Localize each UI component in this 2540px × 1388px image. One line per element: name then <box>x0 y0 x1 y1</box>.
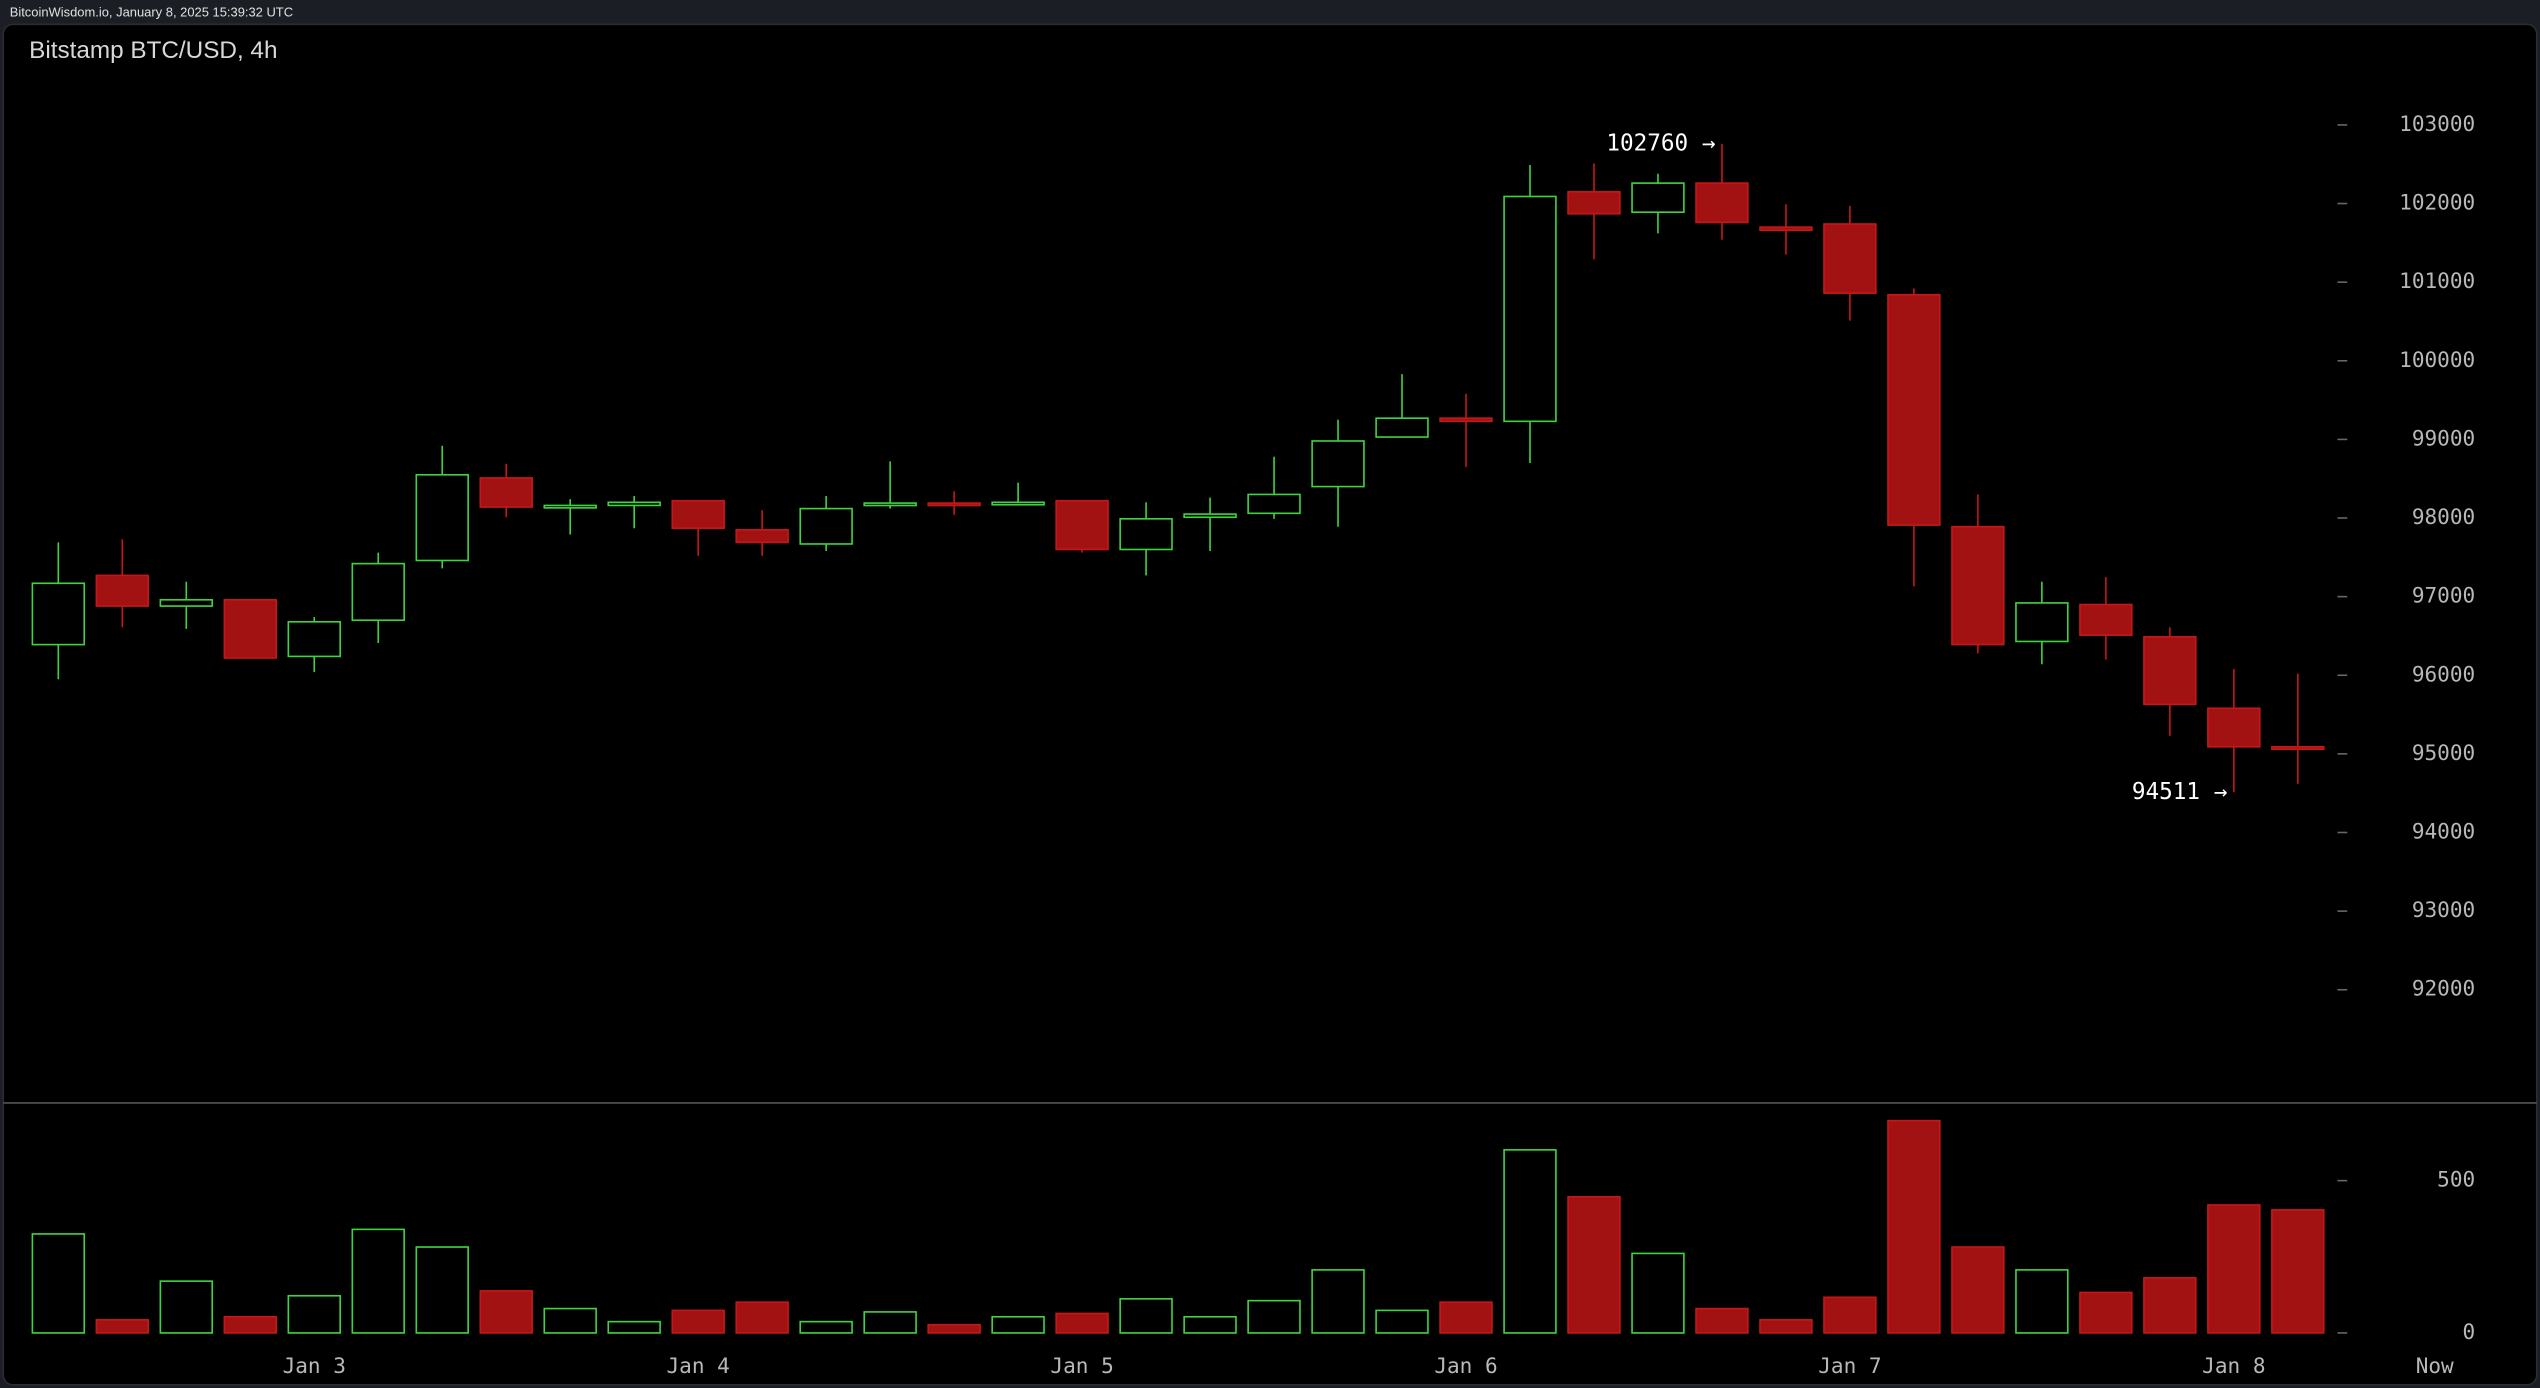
volume-bar <box>1567 1195 1621 1334</box>
y-tick-label: 92000 <box>2412 976 2475 1001</box>
annotation: 94511 → <box>2132 779 2227 805</box>
y-tick-label: 95000 <box>2412 740 2475 765</box>
chart-title: Bitstamp BTC/USD, 4h <box>29 37 277 64</box>
x-end-label: Now <box>2416 1353 2454 1378</box>
candle-body <box>31 582 86 646</box>
volume-bar <box>1311 1269 1365 1334</box>
x-tick-label: Jan 8 <box>2202 1353 2265 1378</box>
candle-body <box>2207 707 2261 748</box>
volume-bar <box>223 1315 278 1334</box>
volume-bar <box>287 1294 341 1334</box>
volume-bar <box>1375 1309 1429 1334</box>
volume-bar <box>1951 1246 2005 1334</box>
candle-body <box>2079 603 2133 636</box>
y-tick-label: 97000 <box>2412 583 2475 608</box>
x-tick-label: Jan 5 <box>1050 1353 1113 1378</box>
candle-body <box>159 598 214 607</box>
candle-body <box>351 562 405 622</box>
volume-bar <box>1759 1319 1813 1334</box>
x-tick-label: Jan 4 <box>666 1353 729 1378</box>
volume-bar <box>159 1280 214 1334</box>
candle-body <box>2271 745 2325 751</box>
x-tick-label: Jan 6 <box>1434 1353 1497 1378</box>
volume-bar <box>1503 1149 1557 1334</box>
y-tick-label: 102000 <box>2399 190 2475 215</box>
candle-body <box>1503 195 1557 423</box>
candle-body <box>991 501 1045 506</box>
candle-body <box>607 501 661 507</box>
candle-body <box>863 502 917 507</box>
volume-bar <box>543 1307 597 1334</box>
candle-body <box>287 620 341 658</box>
y-tick-label: 93000 <box>2412 897 2475 922</box>
volume-bar <box>607 1320 661 1334</box>
volume-bar <box>1247 1299 1301 1334</box>
volume-bar <box>351 1228 405 1334</box>
volume-bar <box>1823 1296 1877 1334</box>
candle-body <box>1951 525 2005 646</box>
y-tick-label: 100000 <box>2399 347 2475 372</box>
volume-bar <box>31 1233 86 1334</box>
candle-body <box>2143 635 2197 706</box>
volume-bar <box>863 1311 917 1334</box>
y-tick-label: 101000 <box>2399 268 2475 293</box>
candle-body <box>1631 182 1685 214</box>
candle-body <box>1375 417 1429 438</box>
candle-body <box>1823 223 1877 294</box>
candle-body <box>1695 182 1749 224</box>
volume-bar <box>1055 1312 1109 1334</box>
candle-body <box>1759 226 1813 232</box>
candle-body <box>1439 417 1493 423</box>
y-tick-label: 94000 <box>2412 819 2475 844</box>
candle-body <box>1311 440 1365 488</box>
candle-body <box>1183 513 1237 519</box>
candle-body <box>543 504 597 509</box>
volume-bar <box>415 1246 469 1334</box>
candle-body <box>735 529 789 544</box>
volume-bar <box>1695 1307 1749 1334</box>
volume-bar <box>735 1301 789 1334</box>
volume-bar <box>1631 1252 1685 1334</box>
volume-bar <box>95 1319 150 1334</box>
volume-bar <box>671 1309 725 1334</box>
volume-bar <box>2143 1276 2197 1334</box>
y-tick-label: 0 <box>2463 1319 2476 1344</box>
volume-bar <box>1119 1298 1173 1334</box>
volume-bar <box>2207 1204 2261 1334</box>
x-tick-label: Jan 3 <box>283 1353 346 1378</box>
candle-body <box>1567 190 1621 215</box>
y-tick-label: 500 <box>2437 1167 2475 1192</box>
y-tick-label: 103000 <box>2399 111 2475 136</box>
volume-bar <box>927 1323 981 1334</box>
candle-body <box>95 574 150 607</box>
volume-bar <box>1183 1315 1237 1334</box>
candle-body <box>671 499 725 530</box>
volume-bar <box>991 1315 1045 1334</box>
y-tick-label: 98000 <box>2412 504 2475 529</box>
annotation: 102760 → <box>1606 130 1715 156</box>
volume-bar <box>2271 1209 2325 1334</box>
header-text: BitcoinWisdom.io, January 8, 2025 15:39:… <box>10 4 293 19</box>
candle-body <box>1055 499 1109 551</box>
volume-bar <box>799 1320 853 1334</box>
volume-bar <box>2079 1291 2133 1334</box>
candle-body <box>1119 517 1173 551</box>
volume-bar <box>1439 1301 1493 1334</box>
volume-bar <box>2015 1269 2069 1334</box>
y-tick-label: 96000 <box>2412 661 2475 686</box>
candle-body <box>415 473 469 562</box>
candle-body <box>2015 602 2069 643</box>
candle-body <box>223 598 278 659</box>
volume-bar <box>1887 1119 1941 1334</box>
candle-body <box>1247 493 1301 515</box>
candle-body <box>479 477 533 508</box>
candle-body <box>1887 293 1941 526</box>
x-tick-label: Jan 7 <box>1818 1353 1881 1378</box>
y-tick-label: 99000 <box>2412 425 2475 450</box>
volume-bar <box>479 1290 533 1334</box>
candle-body <box>799 507 853 545</box>
candle-body <box>927 502 981 507</box>
